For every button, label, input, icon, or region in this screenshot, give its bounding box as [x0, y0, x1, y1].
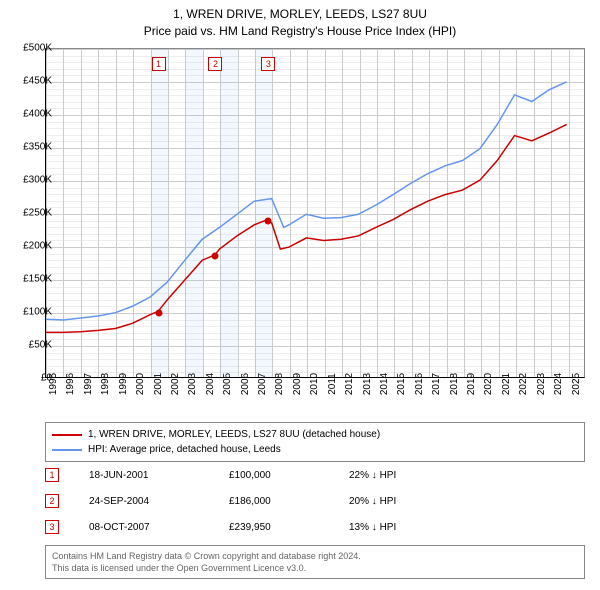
- sale-price: £100,000: [229, 470, 349, 481]
- legend-swatch-property: [52, 434, 82, 436]
- sale-price: £186,000: [229, 496, 349, 507]
- sale-dot: [155, 310, 162, 317]
- chart-sale-marker: 3: [261, 57, 275, 71]
- plot-area: 1 2 3: [45, 48, 585, 378]
- sale-price: £239,950: [229, 522, 349, 533]
- sales-row: 1 18-JUN-2001 £100,000 22% ↓ HPI: [45, 462, 585, 488]
- attribution-line-1: Contains HM Land Registry data © Crown c…: [52, 550, 578, 562]
- line-series-svg: [46, 49, 584, 377]
- legend: 1, WREN DRIVE, MORLEY, LEEDS, LS27 8UU (…: [45, 422, 585, 462]
- sales-table: 1 18-JUN-2001 £100,000 22% ↓ HPI 2 24-SE…: [45, 462, 585, 540]
- sale-marker-icon: 3: [45, 520, 59, 534]
- attribution: Contains HM Land Registry data © Crown c…: [45, 545, 585, 579]
- sales-row: 3 08-OCT-2007 £239,950 13% ↓ HPI: [45, 514, 585, 540]
- sale-date: 24-SEP-2004: [89, 496, 229, 507]
- sale-pct: 22% ↓ HPI: [349, 470, 469, 481]
- sale-dot: [212, 253, 219, 260]
- sale-dot: [265, 217, 272, 224]
- chart-sale-marker: 2: [208, 57, 222, 71]
- chart-sale-marker: 1: [152, 57, 166, 71]
- sale-marker-icon: 1: [45, 468, 59, 482]
- series-hpi: [46, 82, 567, 320]
- chart-container: 1, WREN DRIVE, MORLEY, LEEDS, LS27 8UU P…: [0, 0, 600, 590]
- legend-item-property: 1, WREN DRIVE, MORLEY, LEEDS, LS27 8UU (…: [52, 427, 578, 442]
- legend-swatch-hpi: [52, 449, 82, 451]
- sale-pct: 20% ↓ HPI: [349, 496, 469, 507]
- legend-item-hpi: HPI: Average price, detached house, Leed…: [52, 442, 578, 457]
- sale-pct: 13% ↓ HPI: [349, 522, 469, 533]
- series-property: [46, 124, 567, 332]
- sale-date: 08-OCT-2007: [89, 522, 229, 533]
- sale-marker-icon: 2: [45, 494, 59, 508]
- sale-date: 18-JUN-2001: [89, 470, 229, 481]
- attribution-line-2: This data is licensed under the Open Gov…: [52, 562, 578, 574]
- legend-label-property: 1, WREN DRIVE, MORLEY, LEEDS, LS27 8UU (…: [88, 429, 380, 440]
- legend-label-hpi: HPI: Average price, detached house, Leed…: [88, 444, 281, 455]
- sales-row: 2 24-SEP-2004 £186,000 20% ↓ HPI: [45, 488, 585, 514]
- chart-title: 1, WREN DRIVE, MORLEY, LEEDS, LS27 8UU P…: [0, 0, 600, 40]
- title-line-2: Price paid vs. HM Land Registry's House …: [0, 23, 600, 40]
- title-line-1: 1, WREN DRIVE, MORLEY, LEEDS, LS27 8UU: [0, 6, 600, 23]
